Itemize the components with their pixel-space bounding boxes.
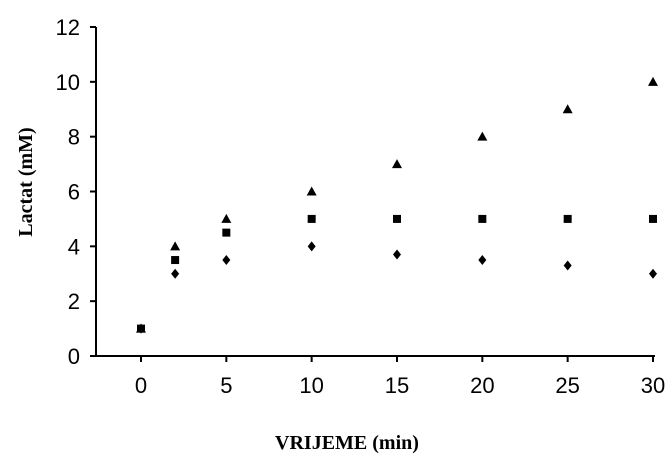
y-tick-label: 6 xyxy=(68,180,80,205)
y-tick-label: 0 xyxy=(68,344,80,369)
diamond-point xyxy=(222,255,231,266)
triangle-point xyxy=(170,241,181,251)
square-point xyxy=(222,228,231,237)
triangle-point xyxy=(477,131,488,141)
series-diamond xyxy=(137,241,657,334)
axes xyxy=(95,27,655,357)
diamond-point xyxy=(307,241,316,252)
diamond-point xyxy=(563,260,572,271)
y-tick-label: 12 xyxy=(56,15,80,40)
x-tick-label: 0 xyxy=(135,373,147,398)
x-tick-label: 15 xyxy=(385,373,409,398)
square-point xyxy=(393,214,401,223)
x-tick-label: 10 xyxy=(299,373,323,398)
square-point xyxy=(563,214,572,223)
diamond-point xyxy=(171,268,180,279)
series-square xyxy=(137,214,657,333)
x-axis-title: VRIJEME (min) xyxy=(275,432,419,454)
diamond-point xyxy=(393,249,401,260)
x-tick-label: 25 xyxy=(555,373,579,398)
y-axis-ticks: 0 2 4 6 8 10 12 xyxy=(56,15,96,369)
triangle-point xyxy=(648,76,658,86)
x-axis-ticks: 0 5 10 15 20 25 30 xyxy=(135,356,665,398)
triangle-point xyxy=(562,104,573,114)
triangle-point xyxy=(306,186,317,196)
y-axis-title: Lactat (mM) xyxy=(15,127,37,236)
x-tick-label: 20 xyxy=(470,373,494,398)
y-tick-label: 8 xyxy=(68,125,80,150)
triangle-point xyxy=(392,159,402,169)
diamond-point xyxy=(137,323,145,334)
square-point xyxy=(478,214,487,223)
y-tick-label: 4 xyxy=(68,234,80,259)
diamond-point xyxy=(478,255,487,266)
diamond-point xyxy=(649,268,657,279)
square-point xyxy=(307,214,316,223)
y-tick-label: 10 xyxy=(56,70,80,95)
series-triangle xyxy=(136,76,658,333)
x-tick-label: 30 xyxy=(641,373,665,398)
data-markers xyxy=(136,76,658,334)
x-tick-label: 5 xyxy=(220,373,232,398)
triangle-point xyxy=(221,213,232,223)
y-tick-label: 2 xyxy=(68,289,80,314)
square-point xyxy=(649,214,657,223)
square-point xyxy=(171,256,180,265)
